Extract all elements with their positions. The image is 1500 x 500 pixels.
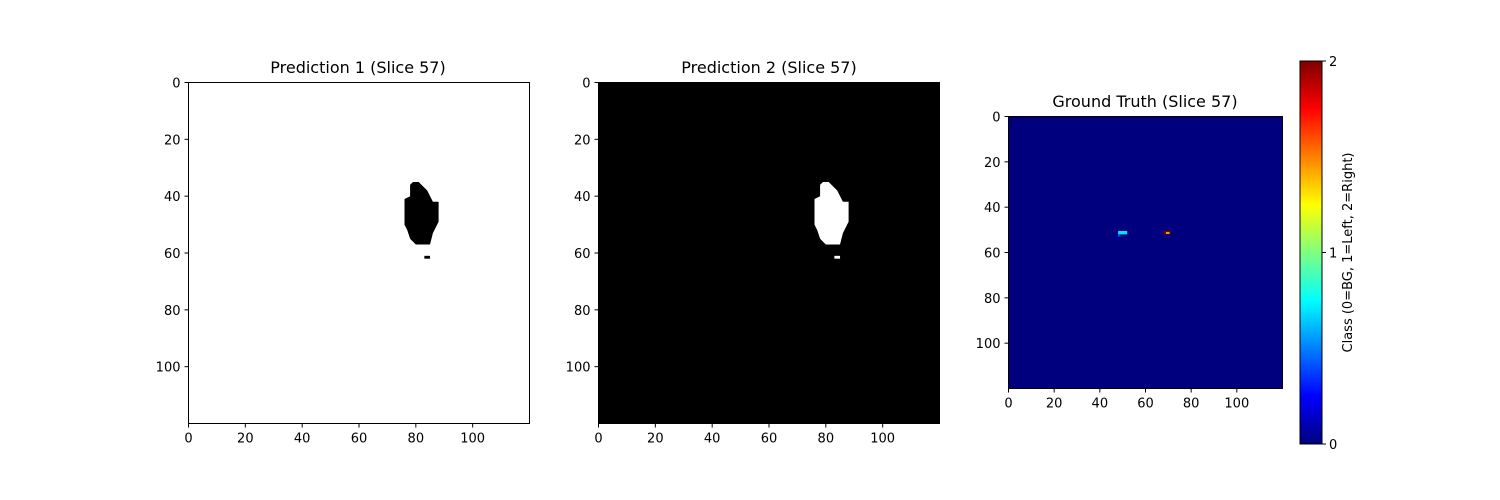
ground-truth-xtick-label: 20 [1046, 397, 1063, 412]
prediction-2-region-0 [814, 182, 849, 245]
ground-truth-title: Ground Truth (Slice 57) [1052, 92, 1237, 111]
prediction-2-plot: 0 20 40 60 80 100 0 20 40 60 80 100 [566, 77, 940, 447]
colorbar: 0 1 2 Class (0=BG, 1=Left, 2=Right) [1299, 55, 1356, 453]
prediction-2-panel: Prediction 2 (Slice 57) 0 20 40 60 80 100 0 20 4… [566, 58, 940, 447]
prediction-1-xtick-label: 60 [351, 432, 368, 447]
ground-truth-ytick-label: 0 [992, 111, 1000, 126]
prediction-2-ytick-label: 40 [574, 190, 591, 205]
ground-truth-xtick-label: 0 [1004, 397, 1012, 412]
ground-truth-panel: Ground Truth (Slice 57) 0 20 40 60 80 100 0 20 4… [976, 92, 1283, 412]
prediction-1-ytick-label: 0 [172, 77, 180, 92]
prediction-2-background [598, 82, 940, 424]
prediction-1-ytick-label: 80 [164, 304, 181, 319]
ground-truth-ytick-label: 100 [976, 337, 1001, 352]
prediction-1-region-0 [404, 182, 439, 245]
prediction-1-ytick-label: 40 [164, 190, 181, 205]
prediction-2-xtick-label: 100 [870, 432, 895, 447]
ground-truth-background [1008, 116, 1283, 389]
ground-truth-xtick-label: 40 [1092, 397, 1109, 412]
prediction-1-xtick-label: 20 [237, 432, 254, 447]
colorbar-tick-label: 0 [1329, 438, 1337, 453]
prediction-1-ytick-label: 60 [164, 247, 181, 262]
ground-truth-region-0 [1118, 230, 1128, 235]
prediction-2-ytick-label: 20 [574, 133, 591, 148]
prediction-1-xtick-label: 0 [184, 432, 192, 447]
prediction-1-xtick-label: 80 [408, 432, 425, 447]
prediction-1-xtick-label: 100 [460, 432, 485, 447]
ground-truth-xtick-label: 100 [1224, 397, 1249, 412]
ground-truth-ytick-label: 20 [984, 156, 1001, 171]
prediction-1-panel: Prediction 1 (Slice 57) 0 20 40 60 80 100 0 20 4… [156, 58, 530, 447]
prediction-2-ytick-label: 60 [574, 247, 591, 262]
prediction-2-region-1 [834, 255, 841, 259]
colorbar-label: Class (0=BG, 1=Left, 2=Right) [1341, 153, 1356, 353]
prediction-2-xtick-label: 40 [704, 432, 721, 447]
prediction-2-xtick-label: 20 [647, 432, 664, 447]
prediction-2-title: Prediction 2 (Slice 57) [681, 58, 856, 77]
prediction-2-ytick-label: 100 [566, 361, 591, 376]
prediction-1-ytick-label: 100 [156, 361, 181, 376]
ground-truth-ytick-label: 60 [984, 247, 1001, 262]
prediction-2-xtick-label: 0 [594, 432, 602, 447]
prediction-1-ytick-label: 20 [164, 133, 181, 148]
ground-truth-region-1 [1118, 234, 1121, 237]
ground-truth-region-3 [1166, 232, 1170, 234]
colorbar-gradient [1299, 60, 1323, 445]
ground-truth-plot: 0 20 40 60 80 100 0 20 40 60 80 100 [976, 111, 1283, 412]
prediction-2-ytick-label: 80 [574, 304, 591, 319]
ground-truth-ytick-label: 40 [984, 201, 1001, 216]
ground-truth-xtick-label: 80 [1183, 397, 1200, 412]
ground-truth-xtick-label: 60 [1137, 397, 1154, 412]
prediction-1-background [188, 82, 530, 424]
prediction-2-xtick-label: 60 [761, 432, 778, 447]
prediction-2-xtick-label: 80 [818, 432, 835, 447]
prediction-1-region-1 [424, 255, 431, 259]
prediction-2-ytick-label: 0 [582, 77, 590, 92]
ground-truth-ytick-label: 80 [984, 292, 1001, 307]
colorbar-tick-label: 1 [1329, 247, 1337, 262]
colorbar-tick-label: 2 [1329, 55, 1337, 70]
colorbar-ticks: 0 1 2 [1322, 55, 1337, 453]
prediction-1-title: Prediction 1 (Slice 57) [270, 58, 445, 77]
prediction-1-plot: 0 20 40 60 80 100 0 20 40 60 80 100 [156, 77, 530, 447]
prediction-1-xtick-label: 40 [294, 432, 311, 447]
